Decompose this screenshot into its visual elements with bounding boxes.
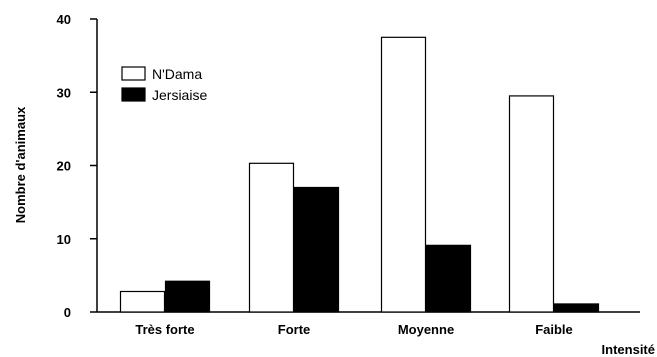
- bar-ndama-1: [248, 162, 295, 313]
- y-axis-title: Nombre d'animaux: [13, 106, 28, 223]
- bar-jersiaise-0: [164, 280, 211, 313]
- y-tick-label: 40: [57, 12, 71, 27]
- x-axis: Très forte Forte Moyenne Faible: [97, 311, 640, 337]
- bar-jersiaise-1: [293, 186, 340, 313]
- legend: N'Dama Jersiaise: [121, 66, 207, 103]
- x-category-label: Forte: [278, 322, 311, 337]
- x-axis-title: Intensité: [602, 342, 655, 357]
- x-category-label: Faible: [535, 322, 573, 337]
- bars: [119, 36, 600, 313]
- bar-ndama-3: [508, 95, 555, 313]
- legend-label: Jersiaise: [152, 87, 207, 103]
- y-tick-label: 0: [64, 305, 71, 320]
- y-axis: 0 10 20 30 40: [57, 12, 98, 320]
- x-category-label: Moyenne: [398, 322, 454, 337]
- y-tick-label: 10: [57, 232, 71, 247]
- legend-label: N'Dama: [152, 66, 202, 82]
- bar-ndama-0: [119, 290, 166, 313]
- legend-swatch: [121, 87, 146, 102]
- y-tick-label: 30: [57, 85, 71, 100]
- bar-ndama-2: [380, 36, 427, 313]
- x-category-label: Très forte: [135, 322, 194, 337]
- bar-jersiaise-3: [553, 303, 600, 313]
- bar-jersiaise-2: [425, 244, 472, 313]
- legend-swatch: [121, 66, 146, 81]
- y-tick-label: 20: [57, 159, 71, 174]
